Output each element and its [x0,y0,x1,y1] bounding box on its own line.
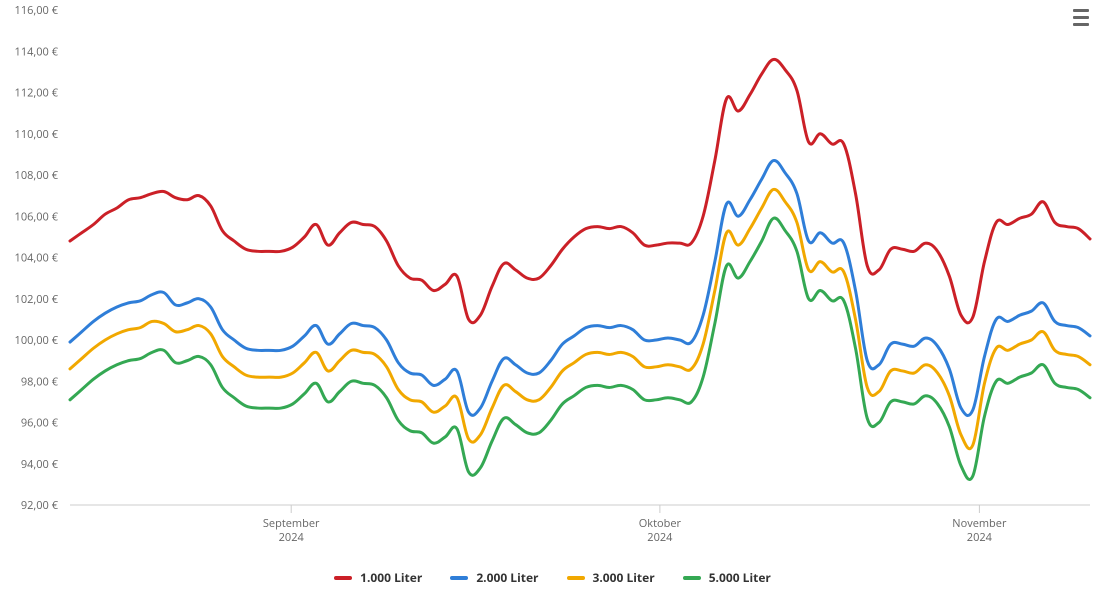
y-tick-label: 116,00 € [15,3,59,18]
y-tick-label: 110,00 € [15,127,59,142]
y-tick-label: 114,00 € [15,44,59,59]
legend-item[interactable]: 2.000 Liter [450,569,538,586]
legend-swatch [450,576,468,580]
y-tick-label: 100,00 € [15,333,59,348]
x-tick-label: Oktober [639,516,682,531]
legend-label: 3.000 Liter [593,569,655,586]
y-tick-label: 94,00 € [21,457,59,472]
price-chart: 92,00 € 94,00 € 96,00 € 98,00 € 100,00 € 102,… [0,0,1105,602]
legend-item[interactable]: 1.000 Liter [334,569,422,586]
legend-swatch [567,576,585,580]
y-tick-label: 104,00 € [15,251,59,266]
chart-plot-area: 92,00 € 94,00 € 96,00 € 98,00 € 100,00 € 102,… [0,0,1105,602]
legend-item[interactable]: 5.000 Liter [683,569,771,586]
y-tick-label: 108,00 € [15,168,59,183]
legend-label: 2.000 Liter [476,569,538,586]
x-tick-label: November [952,516,1007,531]
y-tick-label: 92,00 € [21,498,59,513]
legend-swatch [334,576,352,580]
y-tick-label: 106,00 € [15,209,59,224]
legend-item[interactable]: 3.000 Liter [567,569,655,586]
series-line[interactable] [70,189,1090,448]
series-line[interactable] [70,59,1090,322]
series-line[interactable] [70,160,1090,415]
y-tick-label: 112,00 € [15,86,59,101]
series-line[interactable] [70,218,1090,479]
legend-label: 1.000 Liter [360,569,422,586]
legend-swatch [683,576,701,580]
x-tick-year: 2024 [967,530,993,545]
y-tick-label: 98,00 € [21,374,59,389]
legend-label: 5.000 Liter [709,569,771,586]
x-tick-label: September [263,516,320,531]
x-tick-year: 2024 [279,530,305,545]
x-tick-year: 2024 [647,530,673,545]
chart-legend: 1.000 Liter 2.000 Liter 3.000 Liter 5.000 L… [0,567,1105,587]
y-tick-label: 96,00 € [21,416,59,431]
y-tick-label: 102,00 € [15,292,59,307]
